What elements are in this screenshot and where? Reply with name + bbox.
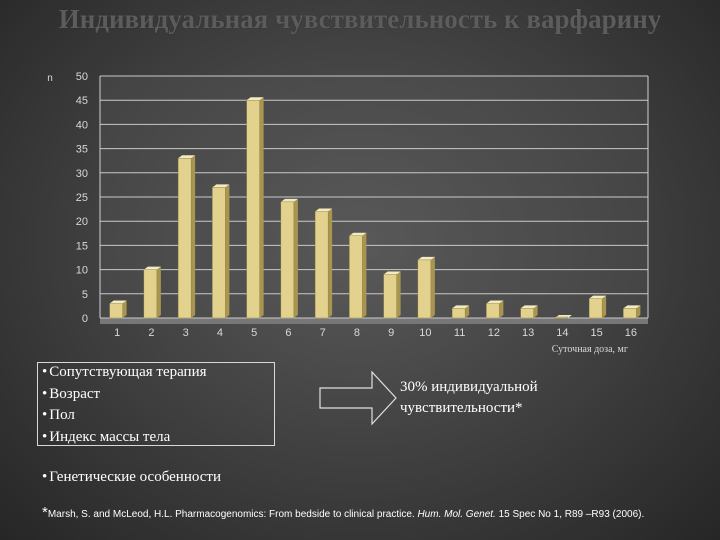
bar-top: [349, 232, 367, 236]
x-tick-label: 14: [556, 327, 568, 339]
bar-top: [417, 256, 435, 260]
bar-top: [280, 198, 298, 202]
bar: [212, 187, 226, 319]
y-axis-label: n: [47, 73, 53, 84]
x-tick-label: 8: [354, 327, 360, 339]
x-tick-label: 16: [625, 327, 637, 339]
bar-top: [212, 184, 230, 188]
bar-top: [383, 271, 401, 275]
factor-item: Пол: [42, 405, 207, 427]
bar: [383, 274, 397, 319]
bar-top: [623, 305, 641, 309]
x-tick-label: 12: [488, 327, 500, 339]
bar-side: [225, 184, 230, 318]
reference-authors: Marsh, S. and McLeod, H.L. Pharmacogenom…: [47, 509, 415, 520]
y-tick-label: 35: [76, 144, 88, 156]
x-tick-label: 2: [148, 327, 154, 339]
factor-item: Возраст: [42, 384, 207, 406]
x-tick-label: 10: [419, 327, 431, 339]
slide-title: Индивидуальная чувствительность к варфар…: [58, 4, 662, 34]
bar-side: [533, 305, 538, 318]
y-tick-label: 20: [76, 216, 88, 228]
bar: [246, 100, 260, 319]
x-tick-label: 11: [454, 327, 465, 339]
bar-side: [362, 232, 367, 318]
bar-side: [465, 305, 470, 318]
bar: [623, 308, 637, 319]
bar-side: [499, 300, 504, 318]
y-tick-label: 40: [76, 119, 88, 131]
y-tick-label: 45: [76, 95, 88, 107]
x-tick-label: 13: [522, 327, 534, 339]
bar-top: [178, 155, 196, 159]
genetic-factor: Генетические особенности: [42, 469, 221, 486]
reference-star: *: [42, 504, 48, 521]
bar: [520, 308, 534, 319]
x-axis-label: Суточная доза, мг: [552, 344, 628, 355]
x-tick-label: 3: [183, 327, 189, 339]
x-tick-label: 7: [320, 327, 326, 339]
bar: [417, 259, 432, 319]
bar: [314, 211, 329, 319]
y-tick-label: 15: [76, 240, 88, 252]
bar-top: [315, 208, 333, 212]
bar-side: [122, 300, 127, 318]
bar: [554, 316, 569, 319]
y-tick-label: 10: [76, 265, 88, 277]
bar: [109, 303, 123, 319]
bar: [280, 201, 295, 319]
bar: [451, 308, 466, 319]
bar: [588, 298, 603, 319]
factors-list: Сопутствующая терапия Возраст Пол Индекс…: [42, 362, 207, 449]
bar: [177, 158, 192, 319]
x-tick-label: 4: [217, 327, 223, 339]
sensitivity-result: 30% индивидуальной чувствительности*: [400, 379, 538, 416]
bar-side: [156, 266, 161, 318]
factor-item: Сопутствующая терапия: [42, 362, 206, 384]
reference-details: 15 Spec No 1, R89 –R93 (2006).: [498, 509, 645, 520]
bar-top: [520, 305, 538, 309]
x-tick-label: 15: [591, 327, 603, 339]
bar-side: [191, 155, 196, 318]
x-tick-label: 9: [388, 327, 394, 339]
x-tick-label: 1: [114, 327, 120, 339]
y-tick-label: 30: [76, 168, 88, 180]
bar: [143, 269, 158, 319]
bar-top: [486, 300, 504, 304]
bar-top: [452, 305, 470, 309]
right-arrow-icon: [319, 370, 397, 426]
y-tick-label: 25: [76, 192, 88, 204]
bar-side: [636, 305, 641, 318]
x-tick-label: 5: [251, 327, 257, 339]
bar-top: [109, 300, 127, 304]
bar-top: [246, 97, 264, 101]
bar-side: [430, 256, 435, 318]
bar-side: [259, 97, 264, 318]
y-tick-label: 5: [82, 289, 88, 301]
bar: [486, 303, 500, 319]
y-tick-label: 0: [82, 313, 88, 325]
bar-top: [143, 266, 161, 270]
factor-item: Индекс массы тела: [42, 427, 207, 449]
bar-side: [396, 271, 401, 318]
bar-side: [602, 295, 607, 318]
x-tick-label: 6: [285, 327, 291, 339]
bar-side: [293, 198, 298, 318]
bar: [349, 235, 363, 319]
y-tick-label: 50: [76, 71, 88, 83]
plot-floor: [100, 318, 648, 324]
bar-top: [589, 295, 607, 299]
reference: *Marsh, S. and McLeod, H.L. Pharmacogeno…: [42, 505, 682, 522]
bar-side: [328, 208, 333, 318]
reference-journal: Hum. Mol. Genet.: [417, 509, 496, 520]
